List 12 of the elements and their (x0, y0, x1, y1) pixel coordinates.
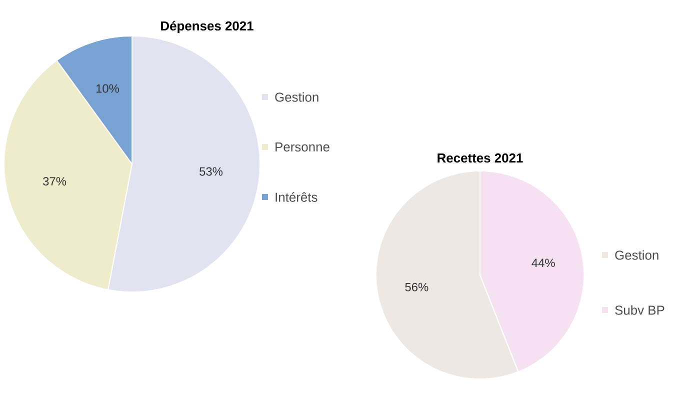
legend-label: Personne (276, 142, 330, 152)
legend-label: Gestion (615, 250, 658, 260)
legend-label: Subv BP (615, 305, 664, 315)
data-label: 56% (405, 282, 428, 292)
legend-label: Gestion (275, 92, 318, 102)
data-label: 37% (43, 177, 66, 186)
legend-label: Intérêts (276, 192, 318, 202)
data-label: 10% (96, 84, 120, 93)
chart-title: Dépenses 2021 (161, 20, 254, 34)
chart-title: Recettes 2021 (438, 153, 523, 163)
data-label: 44% (532, 258, 555, 268)
data-label: 53% (200, 167, 223, 176)
